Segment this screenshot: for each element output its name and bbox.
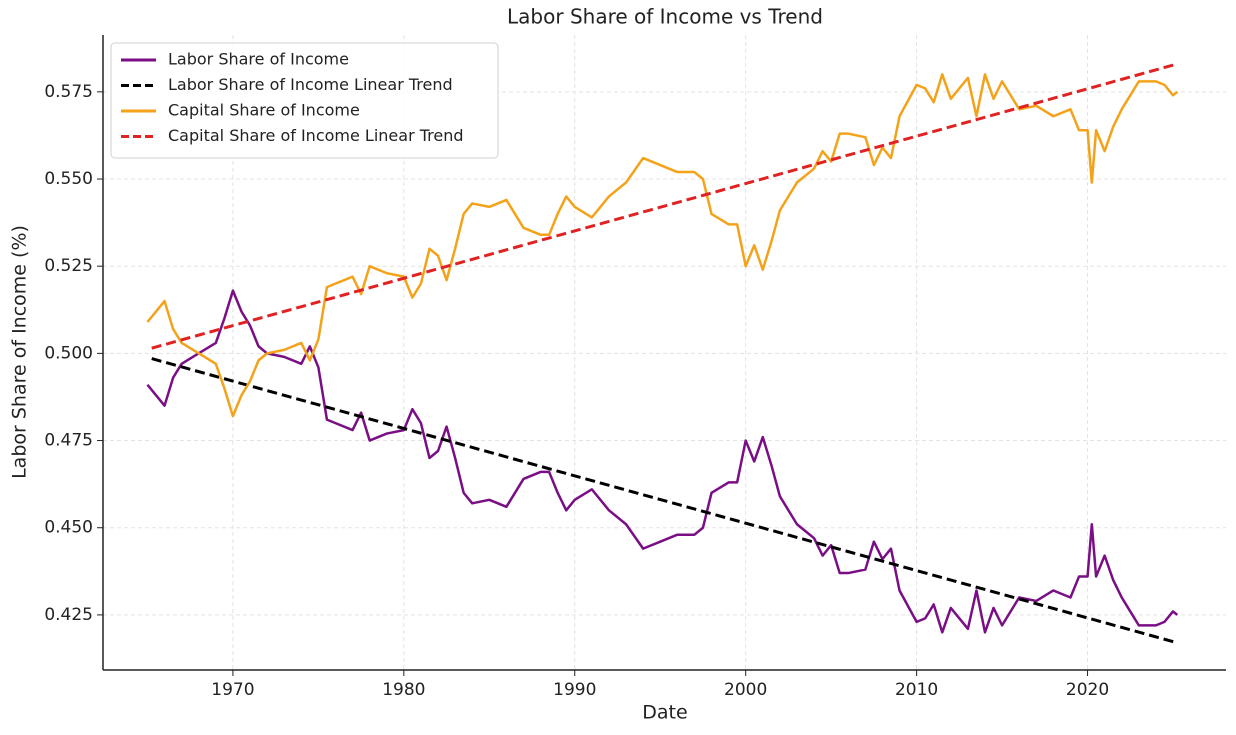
y-tick-label: 0.500	[44, 343, 93, 363]
legend-label: Capital Share of Income Linear Trend	[168, 126, 464, 145]
y-tick-label: 0.425	[44, 605, 93, 625]
y-tick-label: 0.475	[44, 431, 93, 451]
legend-label: Labor Share of Income	[168, 50, 349, 69]
x-tick-label: 1990	[553, 680, 596, 700]
y-axis-label: Labor Share of Income (%)	[9, 225, 31, 479]
x-tick-label: 2000	[724, 680, 767, 700]
legend-box	[110, 42, 499, 159]
x-tick-label: 1980	[382, 680, 425, 700]
series-line	[146, 73, 1179, 418]
series-line	[151, 357, 1178, 645]
y-tick-label: 0.450	[44, 518, 93, 538]
x-tick-label: 1970	[211, 680, 254, 700]
series-line	[146, 289, 1179, 634]
y-tick-label: 0.550	[44, 169, 93, 189]
x-tick-label: 2010	[895, 680, 938, 700]
x-axis-label: Date	[642, 702, 687, 724]
chart-title: Labor Share of Income vs Trend	[507, 5, 823, 29]
x-tick-label: 2020	[1066, 680, 1109, 700]
legend-label: Capital Share of Income	[168, 101, 360, 120]
y-tick-label: 0.575	[44, 82, 93, 102]
series-line	[151, 62, 1178, 350]
legend-label: Labor Share of Income Linear Trend	[168, 75, 453, 94]
y-tick-label: 0.525	[44, 256, 93, 276]
